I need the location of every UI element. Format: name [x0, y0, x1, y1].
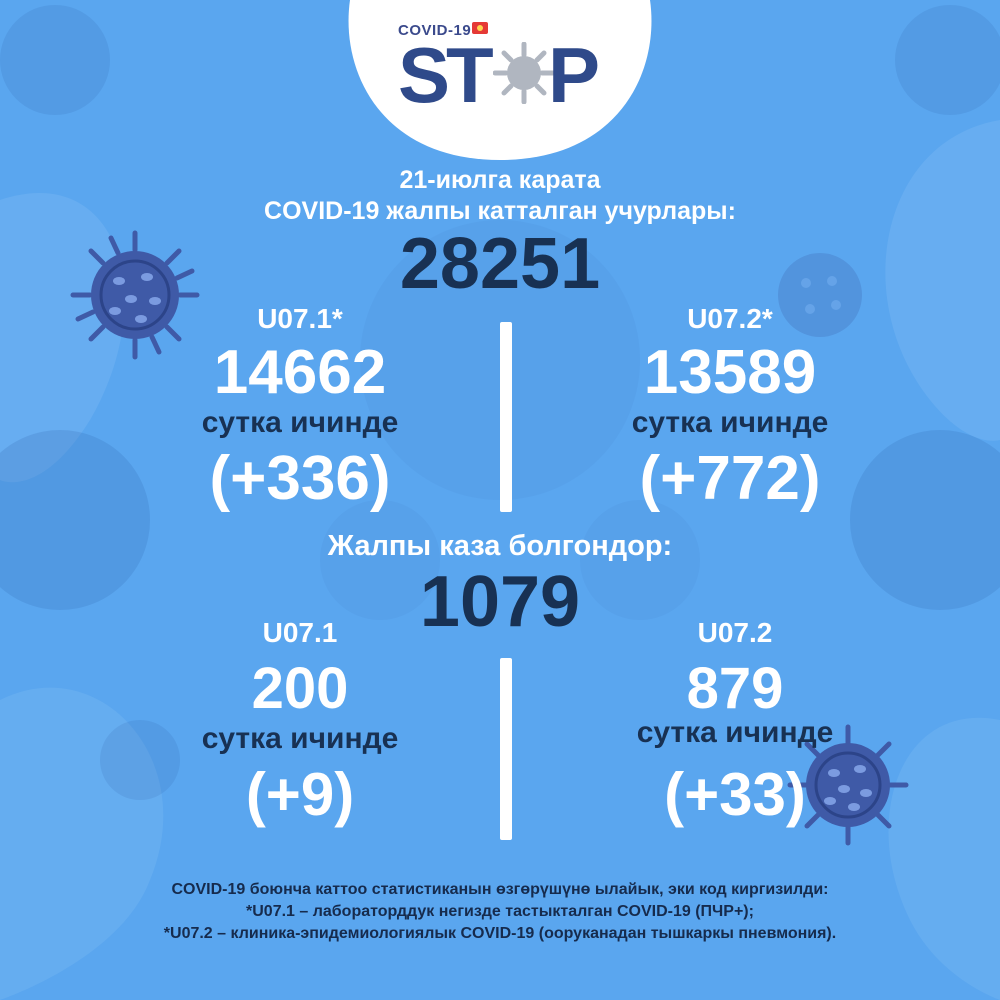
virus-left-icon	[70, 230, 200, 360]
cases-left-day-label: сутка ичинде	[201, 406, 399, 439]
logo-letter-p: P	[548, 31, 601, 119]
cases-left-code: U07.1*	[257, 303, 343, 334]
cases-left-value: 14662	[213, 338, 387, 407]
cases-right-value: 13589	[643, 338, 817, 407]
logo-letter-s: S	[398, 31, 451, 119]
virus-logo-icon	[493, 42, 555, 104]
deaths-right-day-label: сутка ичинде	[636, 716, 834, 749]
deaths-total-value: 1079	[419, 562, 581, 642]
total-cases-subtitle: COVID-19 жалпы катталган учурлары:	[264, 197, 736, 225]
virus-faint-right-icon	[850, 430, 1000, 610]
total-cases-value: 28251	[399, 224, 601, 304]
cases-right-day-label: сутка ичинде	[631, 406, 829, 439]
cases-right-code: U07.2*	[687, 303, 773, 334]
deaths-left-delta: (+9)	[245, 761, 355, 828]
virus-faint-right-mid-icon	[778, 253, 862, 337]
footnote-line-2: *U07.1 – лабораторддук негизде тастыктал…	[246, 903, 754, 920]
footnote-line-1: COVID-19 боюнча каттоо статистиканын өзг…	[171, 881, 829, 898]
cases-left-delta: (+336)	[209, 444, 391, 513]
deaths-right-delta: (+33)	[664, 761, 806, 828]
logo-backdrop	[348, 0, 652, 160]
covid-label: COVID-19	[398, 22, 472, 39]
deaths-right-value: 879	[686, 656, 784, 721]
divider-bottom	[500, 658, 512, 840]
virus-right-icon	[787, 724, 909, 846]
divider-top	[500, 322, 512, 512]
virus-faint-bottomleft-icon	[100, 720, 180, 800]
kyrgyz-flag-icon	[472, 22, 488, 34]
deaths-left-day-label: сутка ичинде	[201, 722, 399, 755]
cases-right-delta: (+772)	[639, 444, 821, 513]
date-line: 21-июлга карата	[399, 166, 601, 194]
deaths-right-code: U07.2	[697, 617, 773, 648]
deaths-left-value: 200	[251, 656, 349, 721]
logo-letter-t: T	[446, 31, 494, 119]
footnote-line-3: *U07.2 – клиника-эпидемиологиялык COVID-…	[163, 925, 837, 942]
virus-faint-topleft-icon	[0, 5, 110, 115]
virus-faint-left-icon	[0, 430, 150, 610]
virus-faint-topright-icon	[895, 5, 1000, 115]
deaths-left-code: U07.1	[262, 617, 338, 648]
deaths-title: Жалпы каза болгондор:	[327, 530, 673, 562]
